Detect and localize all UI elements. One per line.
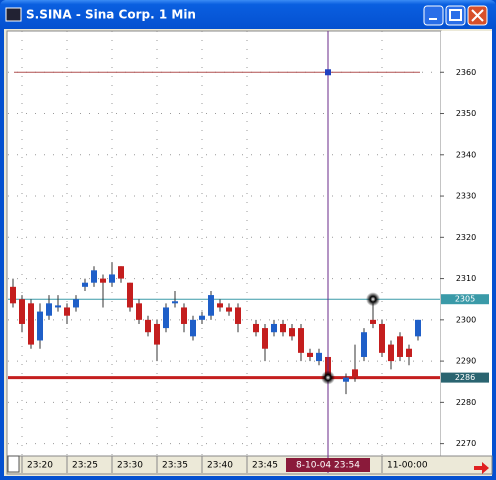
candle-body [316, 352, 322, 362]
x-axis-area [6, 455, 493, 475]
candle-body [10, 286, 16, 304]
candle-body [307, 352, 313, 357]
candle-body [397, 336, 403, 357]
candle-body [343, 377, 349, 382]
close-icon [471, 9, 484, 22]
title-bar [0, 0, 496, 29]
plot-area [6, 30, 442, 457]
minimize-button[interactable] [423, 5, 444, 26]
candle-body [415, 319, 421, 337]
y-axis-area [441, 31, 492, 456]
candle-body [127, 282, 133, 308]
scroll-box[interactable] [7, 455, 20, 473]
candle-body [190, 319, 196, 337]
candle-body [379, 323, 385, 353]
price-label-box [441, 294, 489, 305]
candle-body [280, 323, 286, 333]
crosshair-marker [325, 69, 331, 76]
candle-body [298, 328, 304, 353]
candle-body [64, 307, 70, 316]
y-tick-label: 2310 [456, 274, 476, 283]
candle-body [109, 274, 115, 283]
candle-body [163, 307, 169, 329]
y-tick-label: 2280 [456, 398, 476, 407]
candle-body [37, 311, 43, 341]
candle-body [217, 303, 223, 308]
candle-body [199, 315, 205, 320]
x-tick-label: 11-00:00 [387, 461, 428, 471]
x-tick-label: 23:35 [162, 461, 188, 471]
y-tick-label: 2300 [456, 315, 476, 324]
candle-body [361, 332, 367, 357]
window-title: S.SINA - Sina Corp. 1 Min [26, 8, 196, 22]
crosshair-label: 8-10-04 23:54 [296, 461, 360, 471]
y-tick-label: 2290 [456, 357, 476, 366]
y-tick-label: 2330 [456, 192, 476, 201]
candle-body [262, 328, 268, 349]
candle-body [226, 307, 232, 312]
candle-body [172, 301, 178, 304]
y-tick-label: 2320 [456, 233, 476, 242]
candle-body [19, 299, 25, 324]
candle-body [73, 299, 79, 308]
x-tick-label: 23:30 [117, 461, 143, 471]
candle-body [154, 323, 160, 345]
y-tick-label: 2360 [456, 68, 476, 77]
candle-body [55, 305, 61, 308]
candle-body [91, 270, 97, 283]
minimize-icon [429, 18, 437, 20]
maximize-icon [449, 9, 462, 21]
price-label: 2305 [455, 295, 475, 304]
y-tick-label: 2270 [456, 439, 476, 448]
y-tick-label: 2340 [456, 150, 476, 159]
crosshair-label-box [286, 458, 370, 472]
candle-body [28, 303, 34, 345]
x-tick-label: 23:20 [27, 461, 53, 471]
app-icon [5, 7, 22, 22]
candle-body [181, 307, 187, 324]
candle-body [352, 369, 358, 378]
price-label: 2286 [455, 373, 475, 382]
x-tick-label: 23:45 [252, 461, 278, 471]
candle-body [118, 266, 124, 279]
candle-body [370, 319, 376, 324]
x-tick-label: 23:25 [72, 461, 98, 471]
candle-body [289, 328, 295, 337]
candle-body [208, 295, 214, 316]
candle-body [100, 278, 106, 283]
candle-body [235, 307, 241, 324]
scroll-arrow[interactable] [474, 462, 489, 474]
candle-body [145, 319, 151, 333]
maximize-button[interactable] [445, 5, 466, 26]
marker-star [321, 370, 335, 385]
price-label-box [441, 372, 489, 383]
candle-body [388, 344, 394, 362]
marker-star [366, 292, 380, 307]
candle-body [82, 282, 88, 287]
y-tick-label: 2350 [456, 109, 476, 118]
x-tick-label: 23:40 [207, 461, 233, 471]
candle-body [136, 303, 142, 320]
candle-body [271, 323, 277, 333]
candle-body [253, 323, 259, 333]
candle-body [406, 348, 412, 357]
candle-body [46, 303, 52, 316]
